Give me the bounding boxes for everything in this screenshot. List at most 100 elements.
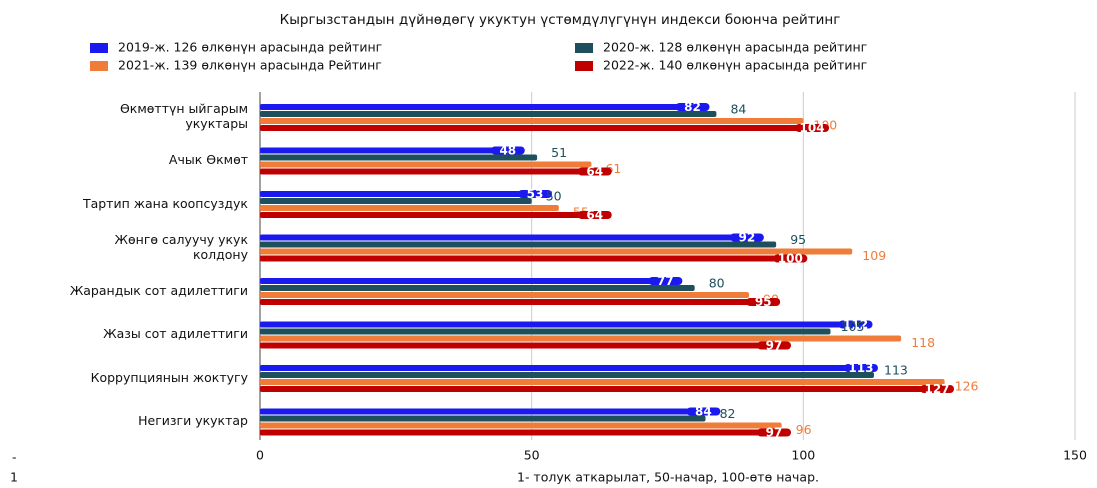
legend-swatch <box>90 43 108 53</box>
value-label-bg <box>686 407 721 416</box>
bar <box>260 408 717 415</box>
value-label: 113 <box>884 363 908 378</box>
bar <box>260 365 874 371</box>
value-label: 53 <box>527 187 544 201</box>
bar <box>260 154 538 161</box>
value-label: 112 <box>843 318 868 332</box>
value-label: 84 <box>730 102 746 117</box>
legend-label: 2020-ж. 128 өлкөнүн арасында рейтинг <box>603 40 867 55</box>
side-text: 1 <box>10 470 18 485</box>
value-label: 64 <box>586 165 603 179</box>
y-tick-label: Жарандык сот адилеттиги <box>69 282 248 298</box>
bar <box>260 372 874 378</box>
bar <box>260 342 788 349</box>
value-label: 126 <box>955 379 979 394</box>
value-label-bg <box>517 190 552 198</box>
x-tick-label: 0 <box>256 448 264 463</box>
value-label-bg <box>757 428 792 437</box>
value-label-bg <box>773 254 808 263</box>
y-tick-label: Жазы сот адилеттиги <box>103 326 248 341</box>
bar <box>260 278 679 284</box>
value-label: 105 <box>841 319 865 334</box>
value-label: 127 <box>925 382 950 396</box>
value-label-bg <box>577 211 612 219</box>
x-tick-label: 50 <box>524 448 540 463</box>
value-label: 64 <box>586 208 603 222</box>
bar <box>260 191 548 197</box>
value-label: 95 <box>790 232 806 247</box>
value-label-bg <box>729 233 764 242</box>
bar <box>260 241 777 248</box>
y-tick-label: Коррупциянын жоктугу <box>90 369 248 385</box>
bar <box>260 386 951 392</box>
legend-label: 2021-ж. 139 өлкөнүн арасында Рейтинг <box>118 58 382 73</box>
legend-swatch <box>575 43 593 53</box>
category-label-box: Жөнгө салуучу укук колдону <box>114 231 248 262</box>
y-tick-label: Тартип жана коопсуздук <box>82 195 248 211</box>
value-label-bg <box>757 341 792 350</box>
bar <box>260 422 782 429</box>
value-label: 92 <box>739 231 756 245</box>
bar <box>260 125 826 131</box>
side-text: - <box>12 450 17 465</box>
value-label-bg <box>843 364 878 372</box>
bar <box>260 248 853 255</box>
value-label: 113 <box>848 361 873 375</box>
category-label-box: Жарандык сот адилеттиги <box>69 282 248 298</box>
value-label: 50 <box>546 189 562 204</box>
legend-label: 2022-ж. 140 өлкөнүн арасында рейтинг <box>603 58 867 73</box>
x-tick-label: 150 <box>1063 448 1087 463</box>
bar <box>260 379 945 385</box>
value-label: 104 <box>800 121 825 135</box>
y-tick-label: Өкмөттүн ыйгарым укуктары <box>119 101 248 131</box>
bar <box>260 168 608 175</box>
value-label: 97 <box>766 426 783 440</box>
value-label-bg <box>577 167 612 176</box>
bar <box>260 198 532 204</box>
bar <box>260 205 559 211</box>
value-label: 80 <box>709 276 725 291</box>
bar <box>260 321 869 328</box>
value-label: 109 <box>862 248 886 263</box>
category-label-box: Негизги укуктар <box>138 413 248 428</box>
bar <box>260 234 760 241</box>
x-tick-label: 100 <box>791 448 815 463</box>
y-tick-label: Жөнгө салуучу укук колдону <box>114 231 248 262</box>
chart-title: Кыргызстандын дүйнөдөгү укуктун үстөмдүл… <box>280 12 841 28</box>
value-label: 82 <box>720 406 736 421</box>
category-label-box: Ачык Өкмөт <box>168 152 248 167</box>
bar <box>260 104 706 110</box>
bar <box>260 118 804 124</box>
x-axis-label: 1- толук аткарылат, 50-начар, 100-өтө на… <box>517 470 819 485</box>
bar <box>260 328 831 335</box>
bar <box>260 285 695 291</box>
value-label-bg <box>490 146 525 155</box>
value-label: 82 <box>684 100 701 114</box>
bar <box>260 299 777 305</box>
legend-label: 2019-ж. 126 өлкөнүн арасында рейтинг <box>118 40 382 55</box>
category-label-box: Коррупциянын жоктугу <box>90 369 248 385</box>
value-label-bg <box>795 124 830 132</box>
value-label: 97 <box>766 339 783 353</box>
category-label-box: Тартип жана коопсуздук <box>82 195 248 211</box>
bar <box>260 212 608 218</box>
bar <box>260 292 749 298</box>
value-label: 77 <box>657 274 674 288</box>
bar <box>260 429 788 436</box>
value-label: 84 <box>695 405 712 419</box>
value-label-bg <box>675 103 710 111</box>
category-label-box: Өкмөттүн ыйгарым укуктары <box>119 101 248 131</box>
value-label: 95 <box>755 295 772 309</box>
legend-swatch <box>575 61 593 71</box>
bar <box>260 335 902 342</box>
value-label-bg <box>920 385 955 393</box>
y-tick-label: Негизги укуктар <box>138 413 248 428</box>
value-label-bg <box>746 298 781 306</box>
value-label: 118 <box>911 335 935 350</box>
y-tick-label: Ачык Өкмөт <box>168 152 248 167</box>
bar <box>260 255 804 262</box>
value-label: 51 <box>551 145 567 160</box>
value-label: 96 <box>796 422 812 437</box>
bar <box>260 415 706 422</box>
